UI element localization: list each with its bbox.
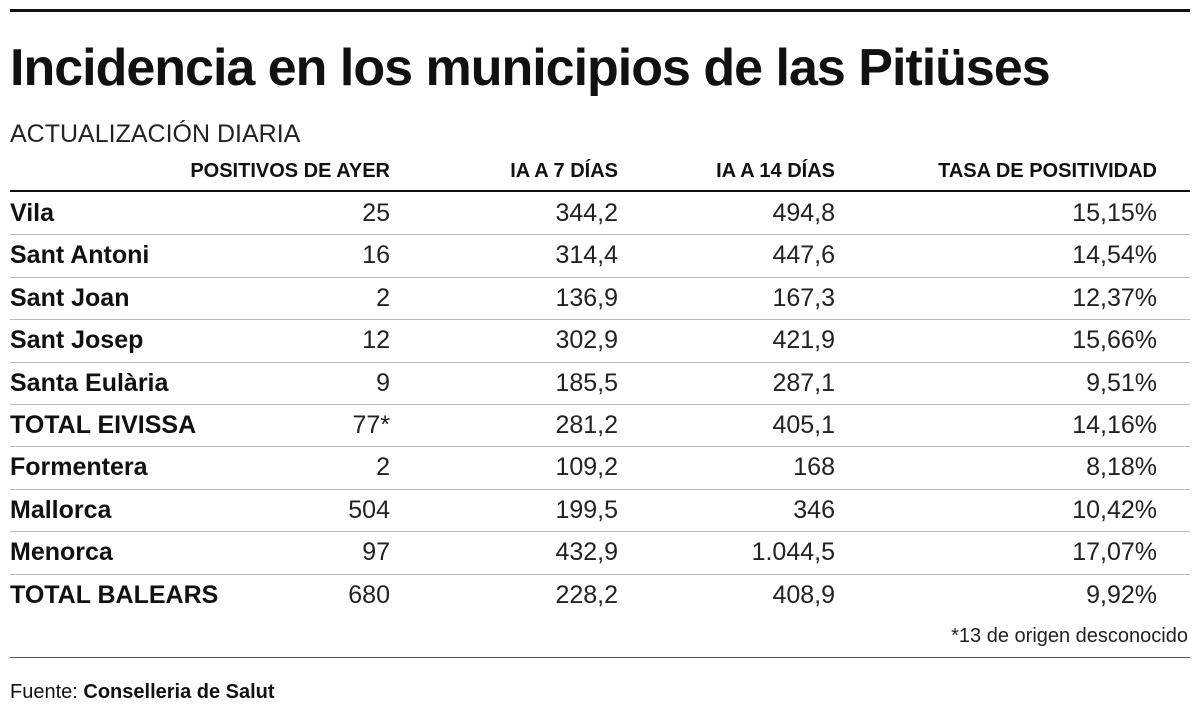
cell-value: 15,15% [1072,199,1157,227]
cell-value: 185,5 [555,368,618,397]
cell-value: 405,1 [772,411,835,439]
row-name: Formentera [10,453,148,482]
row-rule [10,234,1190,236]
row-name: Sant Joan [10,283,130,312]
row-rule [10,488,1190,490]
cell-value: 12,37% [1072,283,1157,312]
cell-value: 314,4 [555,241,618,270]
bottom-rule [10,657,1190,658]
source-name: Conselleria de Salut [83,681,275,703]
cell-value: 408,9 [772,580,835,609]
row-rule [10,531,1190,533]
cell-value: 14,54% [1072,241,1157,270]
cell-value: 109,2 [555,453,618,482]
source: Fuente: Conselleria de Salut [10,681,275,704]
cell-value: 432,9 [555,538,618,567]
column-header: TASA DE POSITIVIDAD [938,160,1157,182]
cell-value: 494,8 [772,199,835,227]
cell-value: 12 [362,326,390,355]
cell-value: 504 [348,495,390,524]
row-rule [10,446,1190,448]
cell-value: 15,66% [1072,326,1157,355]
cell-value: 447,6 [772,241,835,270]
cell-value: 17,07% [1072,538,1157,567]
cell-value: 9,51% [1086,368,1157,397]
row-name: Santa Eulària [10,368,169,397]
cell-value: 680 [348,580,390,609]
cell-value: 167,3 [772,283,835,312]
cell-value: 228,2 [555,580,618,609]
cell-value: 14,16% [1072,411,1157,439]
row-rule [10,319,1190,321]
cell-value: 346 [793,495,835,524]
column-header: IA A 7 DÍAS [510,160,618,182]
cell-value: 9,92% [1086,580,1157,609]
row-name: Vila [10,199,55,227]
cell-value: 9 [376,368,390,397]
subtitle: ACTUALIZACIÓN DIARIA [10,120,301,148]
cell-value: 1.044,5 [751,538,835,567]
column-header: POSITIVOS DE AYER [190,160,390,182]
column-header: IA A 14 DÍAS [716,160,835,182]
top-rule [10,9,1190,12]
row-rule [10,573,1190,575]
cell-value: 97 [362,538,390,567]
row-name: Mallorca [10,495,112,524]
cell-value: 2 [376,453,390,482]
cell-value: 344,2 [555,199,618,227]
row-rule [10,361,1190,363]
cell-value: 421,9 [772,326,835,355]
header-rule [10,190,1190,192]
cell-value: 281,2 [555,411,618,439]
row-name: Sant Antoni [10,241,150,270]
cell-value: 199,5 [555,495,618,524]
cell-value: 136,9 [555,283,618,312]
row-rule [10,404,1190,405]
cell-value: 8,18% [1086,453,1157,482]
source-label: Fuente: [10,681,78,703]
row-name: Sant Josep [10,326,144,355]
row-name: TOTAL BALEARS [10,580,219,609]
footnote: *13 de origen desconocido [951,625,1188,647]
row-rule [10,276,1190,278]
cell-value: 16 [362,241,390,270]
cell-value: 10,42% [1072,495,1157,524]
cell-value: 302,9 [555,326,618,355]
cell-value: 2 [376,283,390,312]
title: Incidencia en los municipios de las Piti… [10,39,1051,97]
row-name: Menorca [10,538,113,567]
cell-value: 77* [352,411,390,439]
row-name: TOTAL EIVISSA [10,411,197,439]
cell-value: 168 [793,453,835,482]
cell-value: 287,1 [772,368,835,397]
cell-value: 25 [362,199,390,227]
